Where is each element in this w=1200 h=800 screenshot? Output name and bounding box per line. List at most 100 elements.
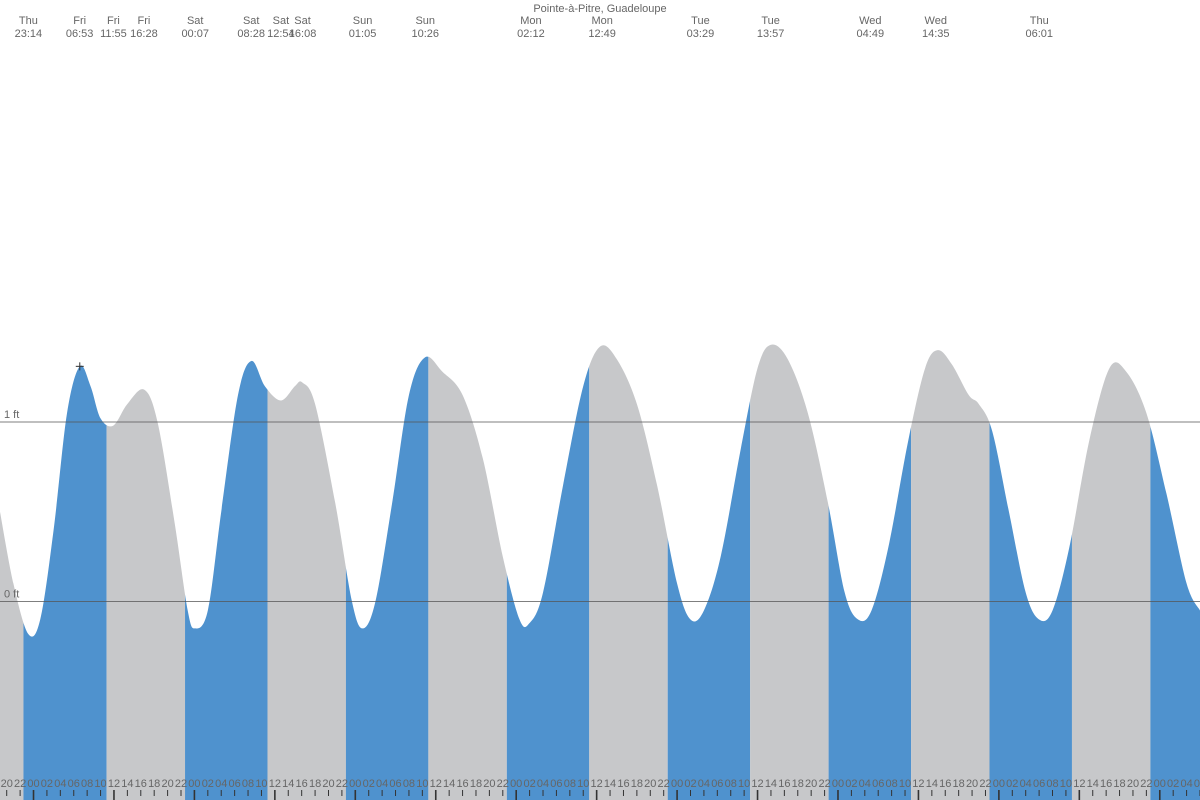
tide-event-day: Sat bbox=[294, 15, 311, 27]
x-tick-label: 08 bbox=[564, 778, 576, 790]
x-tick-label: 12 bbox=[751, 778, 763, 790]
x-tick-label: 22 bbox=[1140, 778, 1152, 790]
x-tick-label: 14 bbox=[443, 778, 455, 790]
x-tick-label: 08 bbox=[242, 778, 254, 790]
x-tick-label: 22 bbox=[497, 778, 509, 790]
tide-event-day: Sun bbox=[353, 15, 373, 27]
x-tick-label: 22 bbox=[979, 778, 991, 790]
tide-event-time: 16:08 bbox=[289, 28, 317, 40]
x-tick-label: 04 bbox=[859, 778, 871, 790]
x-tick-label: 02 bbox=[523, 778, 535, 790]
tide-event-day: Sat bbox=[243, 15, 260, 27]
tide-event-time: 13:57 bbox=[757, 28, 785, 40]
x-tick-label: 22 bbox=[14, 778, 26, 790]
x-tick-label: 04 bbox=[698, 778, 710, 790]
tide-event-day: Fri bbox=[107, 15, 120, 27]
tide-event-time: 04:49 bbox=[857, 28, 885, 40]
x-tick-label: 00 bbox=[349, 778, 361, 790]
x-tick-label: 04 bbox=[215, 778, 227, 790]
x-tick-label: 08 bbox=[81, 778, 93, 790]
x-tick-label: 00 bbox=[993, 778, 1005, 790]
tide-event-time: 12:49 bbox=[588, 28, 616, 40]
x-tick-label: 12 bbox=[269, 778, 281, 790]
x-tick-label: 10 bbox=[899, 778, 911, 790]
x-tick-label: 20 bbox=[805, 778, 817, 790]
x-tick-label: 00 bbox=[510, 778, 522, 790]
tide-event-day: Tue bbox=[761, 15, 780, 27]
x-tick-label: 20 bbox=[483, 778, 495, 790]
x-tick-label: 12 bbox=[912, 778, 924, 790]
x-tick-label: 14 bbox=[121, 778, 133, 790]
x-tick-label: 04 bbox=[54, 778, 66, 790]
x-tick-label: 10 bbox=[94, 778, 106, 790]
x-tick-label: 08 bbox=[403, 778, 415, 790]
x-tick-label: 06 bbox=[229, 778, 241, 790]
x-tick-label: 02 bbox=[845, 778, 857, 790]
x-tick-label: 18 bbox=[470, 778, 482, 790]
x-tick-label: 10 bbox=[255, 778, 267, 790]
tide-chart: 0 ft 1 ft Pointe-à-Pitre, Guadeloupe Thu 23:… bbox=[0, 0, 1200, 800]
x-tick-label: 22 bbox=[336, 778, 348, 790]
x-tick-label: 14 bbox=[926, 778, 938, 790]
x-tick-label: 22 bbox=[175, 778, 187, 790]
x-tick-label: 20 bbox=[1127, 778, 1139, 790]
x-tick-label: 18 bbox=[309, 778, 321, 790]
x-tick-label: 02 bbox=[41, 778, 53, 790]
x-tick-label: 18 bbox=[631, 778, 643, 790]
tide-event-time: 02:12 bbox=[517, 28, 545, 40]
x-tick-label: 22 bbox=[658, 778, 670, 790]
tide-event-time: 08:28 bbox=[237, 28, 265, 40]
x-tick-label: 06 bbox=[1033, 778, 1045, 790]
tide-event-time: 03:29 bbox=[687, 28, 715, 40]
x-tick-label: 00 bbox=[671, 778, 683, 790]
tide-event-day: Thu bbox=[1030, 15, 1049, 27]
x-tick-label: 14 bbox=[282, 778, 294, 790]
tide-event-time: 06:53 bbox=[66, 28, 94, 40]
x-tick-label: 06 bbox=[711, 778, 723, 790]
x-tick-label: 16 bbox=[135, 778, 147, 790]
x-tick-label: 20 bbox=[1, 778, 13, 790]
x-tick-label: 16 bbox=[778, 778, 790, 790]
tide-event-time: 06:01 bbox=[1025, 28, 1053, 40]
x-tick-label: 02 bbox=[1167, 778, 1179, 790]
x-tick-label: 06 bbox=[389, 778, 401, 790]
x-tick-label: 20 bbox=[644, 778, 656, 790]
x-tick-label: 00 bbox=[1154, 778, 1166, 790]
tide-event-time: 23:14 bbox=[15, 28, 43, 40]
tide-event-day: Sun bbox=[415, 15, 435, 27]
x-tick-label: 10 bbox=[416, 778, 428, 790]
x-tick-label: 14 bbox=[604, 778, 616, 790]
tide-event-day: Sat bbox=[187, 15, 204, 27]
chart-title: Pointe-à-Pitre, Guadeloupe bbox=[533, 3, 666, 15]
x-tick-label: 06 bbox=[1194, 778, 1200, 790]
x-tick-label: 02 bbox=[202, 778, 214, 790]
x-tick-label: 22 bbox=[818, 778, 830, 790]
x-tick-label: 10 bbox=[738, 778, 750, 790]
y-axis-label: 1 ft bbox=[4, 409, 19, 421]
x-tick-label: 20 bbox=[161, 778, 173, 790]
tide-event-day: Sat bbox=[273, 15, 290, 27]
x-tick-label: 06 bbox=[872, 778, 884, 790]
tide-event-time: 14:35 bbox=[922, 28, 950, 40]
x-tick-label: 16 bbox=[296, 778, 308, 790]
x-tick-label: 04 bbox=[1020, 778, 1032, 790]
tide-event-day: Fri bbox=[138, 15, 151, 27]
tide-event-day: Wed bbox=[925, 15, 947, 27]
x-tick-label: 20 bbox=[966, 778, 978, 790]
x-tick-label: 06 bbox=[68, 778, 80, 790]
x-tick-label: 18 bbox=[792, 778, 804, 790]
x-tick-label: 16 bbox=[939, 778, 951, 790]
x-tick-label: 06 bbox=[550, 778, 562, 790]
x-tick-label: 16 bbox=[456, 778, 468, 790]
x-tick-label: 12 bbox=[430, 778, 442, 790]
tide-event-time: 11:55 bbox=[100, 28, 127, 40]
tide-event-day: Tue bbox=[691, 15, 710, 27]
tide-event-time: 00:07 bbox=[181, 28, 209, 40]
x-tick-label: 18 bbox=[953, 778, 965, 790]
x-tick-label: 02 bbox=[1006, 778, 1018, 790]
tide-event-time: 01:05 bbox=[349, 28, 377, 40]
tide-event-day: Mon bbox=[520, 15, 541, 27]
y-axis-label: 0 ft bbox=[4, 589, 19, 601]
x-tick-label: 02 bbox=[363, 778, 375, 790]
x-tick-label: 08 bbox=[725, 778, 737, 790]
